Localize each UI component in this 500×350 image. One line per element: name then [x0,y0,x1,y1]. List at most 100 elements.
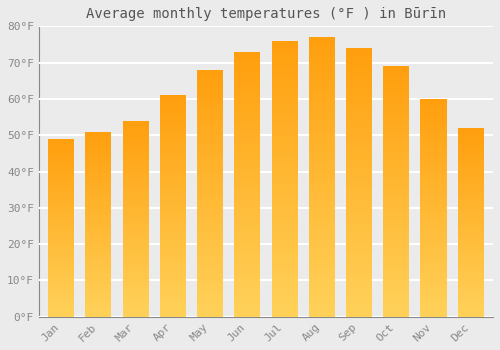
Bar [86,291,112,294]
Bar [383,273,409,276]
Bar [308,121,335,125]
Bar [160,245,186,247]
Bar [458,163,483,166]
Bar [197,221,223,224]
Bar [383,88,409,91]
Bar [48,243,74,246]
Bar [160,198,186,201]
Bar [48,286,74,288]
Bar [272,300,297,303]
Bar [48,266,74,268]
Bar [234,284,260,287]
Bar [346,199,372,203]
Bar [48,274,74,277]
Bar [234,148,260,151]
Bar [383,82,409,85]
Bar [420,102,446,104]
Bar [346,78,372,82]
Bar [197,153,223,156]
Bar [458,314,483,317]
Bar [346,89,372,92]
Bar [197,184,223,187]
Bar [458,291,483,293]
Bar [86,312,112,315]
Bar [160,212,186,214]
Bar [383,66,409,69]
Bar [86,280,112,282]
Bar [458,251,483,253]
Bar [122,263,148,265]
Bar [197,110,223,113]
Bar [160,181,186,184]
Bar [86,155,112,157]
Bar [160,104,186,106]
Bar [308,223,335,226]
Bar [197,218,223,221]
Bar [197,243,223,246]
Bar [86,169,112,171]
Bar [346,186,372,189]
Bar [197,277,223,280]
Bar [234,177,260,181]
Bar [383,276,409,279]
Bar [86,278,112,280]
Bar [197,85,223,89]
Bar [458,149,483,152]
Bar [122,219,148,221]
Bar [272,286,297,289]
Bar [458,244,483,246]
Bar [272,255,297,258]
Bar [234,221,260,224]
Bar [86,240,112,243]
Bar [197,125,223,128]
Bar [86,305,112,308]
Bar [48,303,74,306]
Bar [86,252,112,254]
Bar [197,94,223,98]
Bar [272,258,297,261]
Bar [383,113,409,116]
Bar [383,220,409,223]
Bar [458,189,483,192]
Bar [308,83,335,86]
Bar [383,260,409,264]
Bar [48,181,74,183]
Bar [458,237,483,239]
Bar [308,299,335,303]
Bar [383,179,409,182]
Bar [420,232,446,235]
Bar [346,182,372,186]
Bar [383,191,409,195]
Bar [346,135,372,139]
Bar [48,257,74,259]
Bar [86,315,112,317]
Bar [346,300,372,303]
Bar [458,253,483,255]
Bar [160,261,186,264]
Bar [420,189,446,191]
Bar [308,275,335,278]
Bar [383,173,409,176]
Bar [48,259,74,261]
Bar [122,197,148,199]
Bar [458,170,483,173]
Bar [122,140,148,143]
Bar [160,189,186,192]
Bar [458,199,483,201]
Bar [234,234,260,237]
Bar [86,192,112,194]
Bar [458,145,483,147]
Bar [48,308,74,310]
Bar [308,149,335,153]
Bar [458,135,483,138]
Bar [122,165,148,167]
Bar [160,250,186,253]
Bar [420,276,446,279]
Bar [420,289,446,292]
Bar [48,254,74,257]
Bar [272,189,297,192]
Bar [346,65,372,68]
Bar [346,206,372,209]
Bar [346,95,372,98]
Bar [346,196,372,199]
